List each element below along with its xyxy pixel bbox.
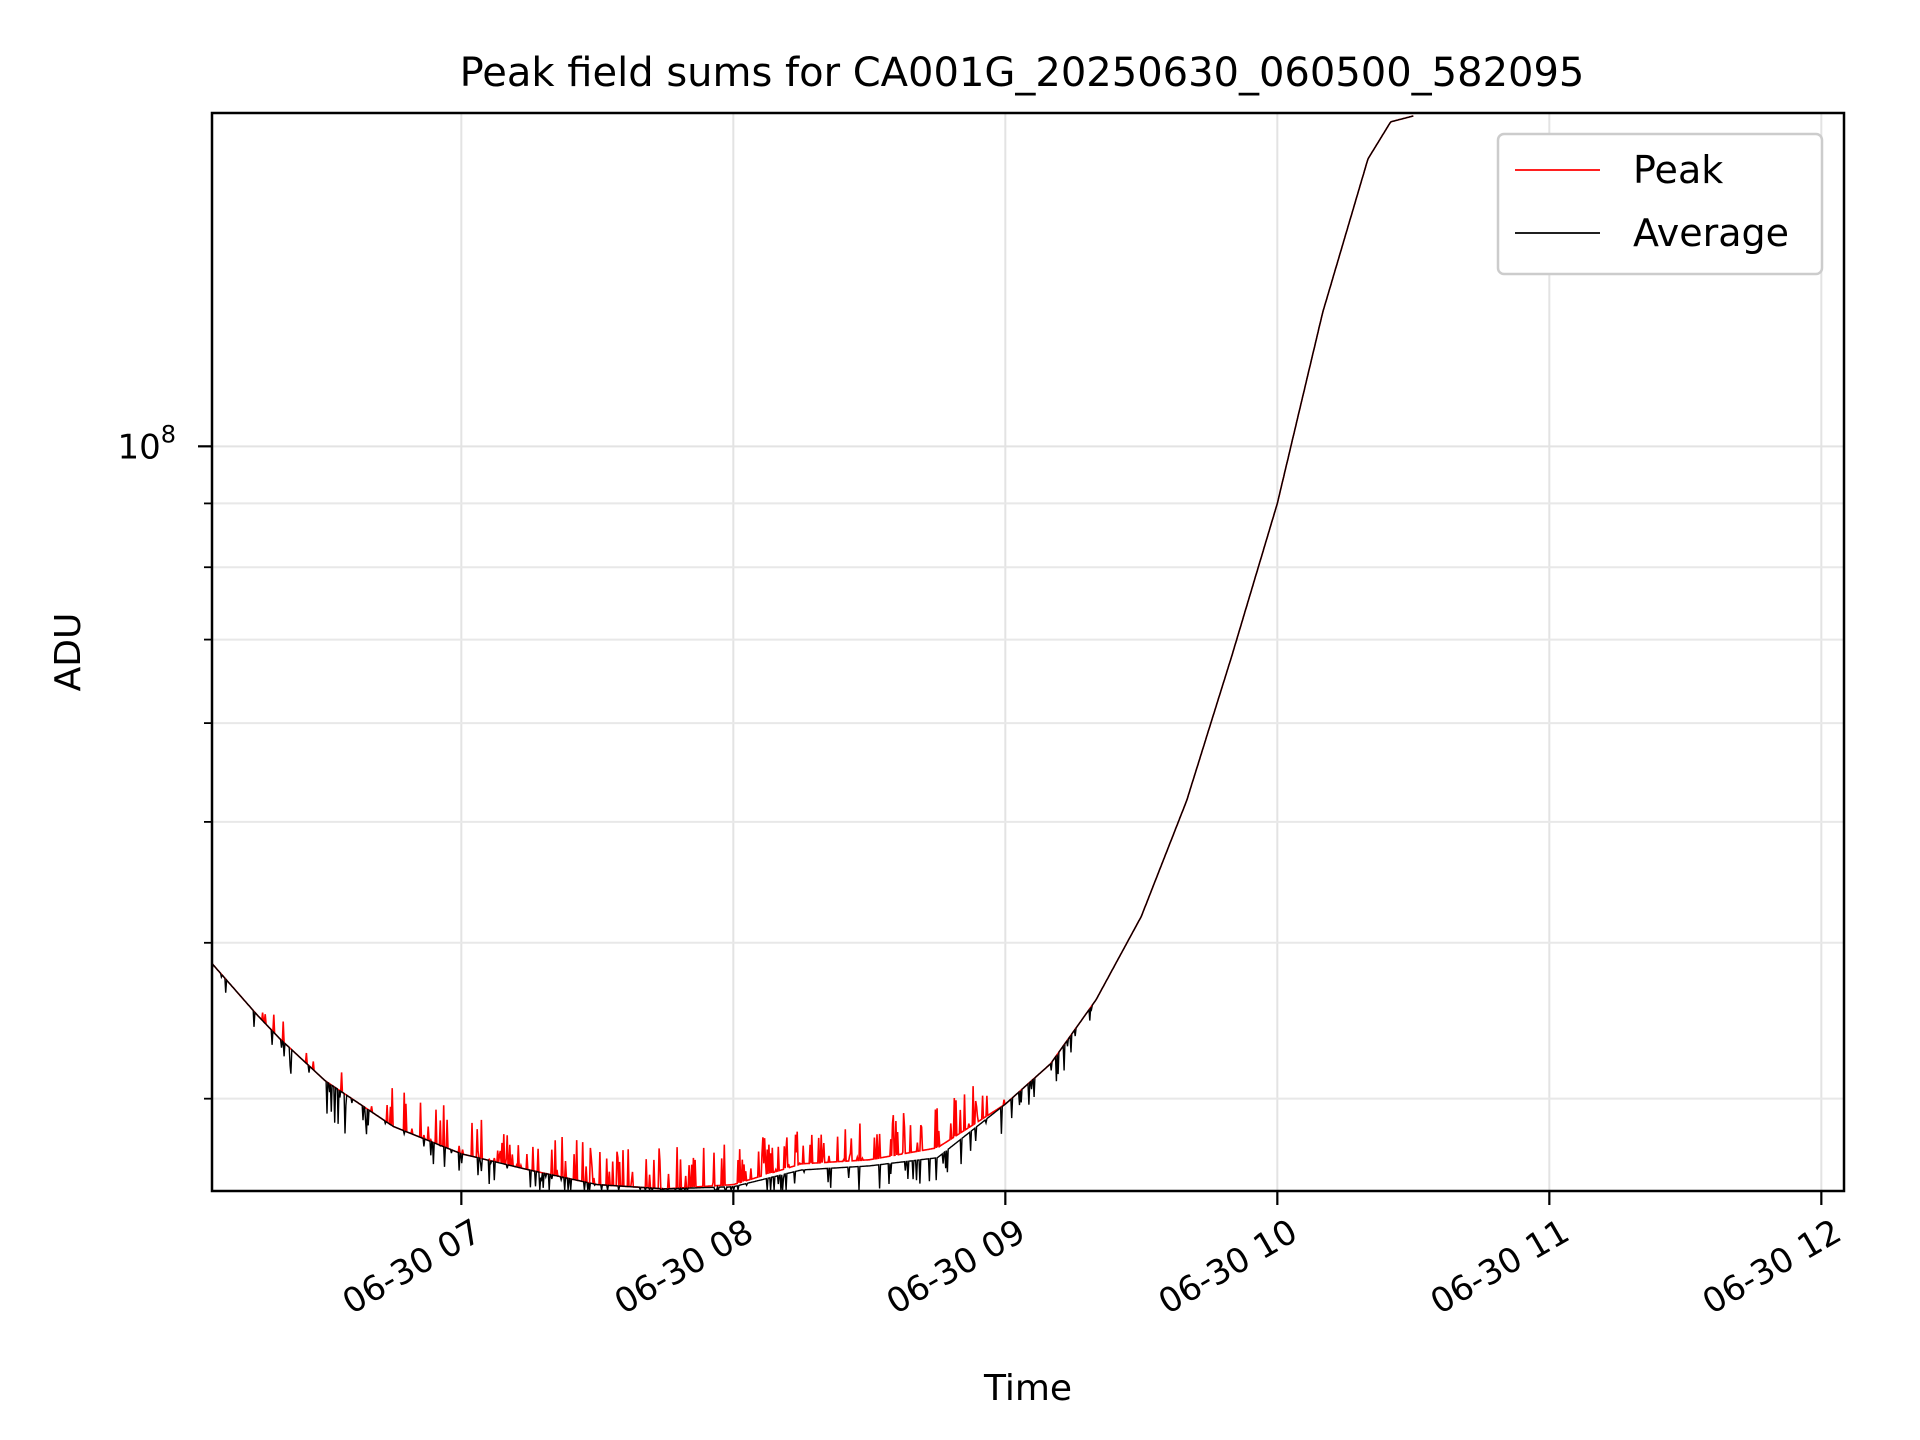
chart-title: Peak field sums for CA001G_20250630_0605… [460, 50, 1585, 96]
y-tick-exponent: 8 [161, 420, 176, 448]
legend-box [1496, 132, 1824, 276]
y-tick-base: 10 [117, 427, 160, 467]
series-line-average [211, 115, 1414, 1193]
plot-frame [210, 111, 1846, 1193]
legend-label-average: Average [1633, 211, 1789, 255]
legend-label-peak: Peak [1633, 148, 1723, 192]
legend: Peak Average [1496, 132, 1824, 276]
grid [212, 113, 1844, 1191]
y-tick-label-major: 108 [117, 420, 176, 467]
series-layer [211, 115, 1414, 1193]
y-axis-label: ADU [48, 613, 89, 692]
y-axis-ticks: 108 [117, 420, 212, 1100]
x-axis-label: Time [983, 1368, 1072, 1409]
